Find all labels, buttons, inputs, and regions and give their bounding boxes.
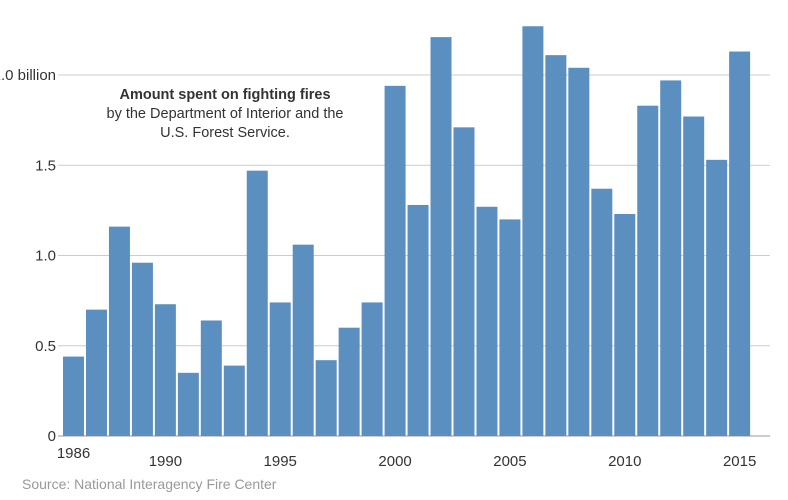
y-tick-label: 0 [48, 428, 56, 445]
chart-title: Amount spent on fighting fires [119, 87, 331, 103]
bar-2013 [683, 116, 705, 436]
y-tick-label: 0.5 [35, 338, 56, 355]
y-tick-label: 1.0 [35, 248, 56, 265]
bar-2000 [384, 85, 406, 436]
bar-2006 [522, 26, 544, 436]
bar-1995 [269, 302, 291, 436]
bar-2011 [637, 105, 659, 436]
y-tick-label: $2.0 billion [0, 67, 56, 84]
bar-2008 [568, 67, 590, 436]
x-tick-label: 1995 [264, 453, 297, 470]
bar-2010 [614, 213, 636, 436]
bar-1987 [85, 309, 107, 436]
bar-1992 [200, 320, 222, 436]
bar-2012 [660, 80, 682, 436]
x-tick-label: 2000 [378, 453, 411, 470]
bar-1991 [177, 372, 199, 436]
bar-1997 [315, 360, 337, 436]
bar-2004 [476, 206, 498, 436]
bar-2014 [706, 159, 728, 436]
bar-1994 [246, 170, 268, 437]
bar-1988 [108, 226, 130, 436]
x-tick-label: 2015 [723, 453, 756, 470]
bar-1993 [223, 365, 245, 436]
bar-2015 [729, 51, 751, 436]
bar-1989 [131, 262, 153, 436]
x-tick-label: 1986 [57, 445, 90, 462]
bar-1986 [63, 356, 84, 436]
y-tick-label: 1.5 [35, 157, 56, 174]
bar-1999 [361, 302, 383, 436]
bar-1990 [154, 304, 176, 436]
source-note: Source: National Interagency Fire Center [22, 476, 277, 492]
x-tick-label: 1990 [149, 453, 182, 470]
bar-2001 [407, 204, 429, 436]
bar-2003 [453, 127, 475, 436]
annotation: Amount spent on fighting fires by the De… [95, 86, 355, 143]
bar-2009 [591, 188, 613, 436]
chart-subtitle: by the Department of Interior and the U.… [106, 106, 344, 141]
x-tick-label: 2010 [608, 453, 641, 470]
bar-1996 [292, 244, 314, 436]
bar-2005 [499, 219, 521, 436]
bar-2002 [430, 37, 452, 436]
bar-2007 [545, 55, 567, 437]
x-tick-label: 2005 [493, 453, 526, 470]
bar-1998 [338, 327, 360, 436]
